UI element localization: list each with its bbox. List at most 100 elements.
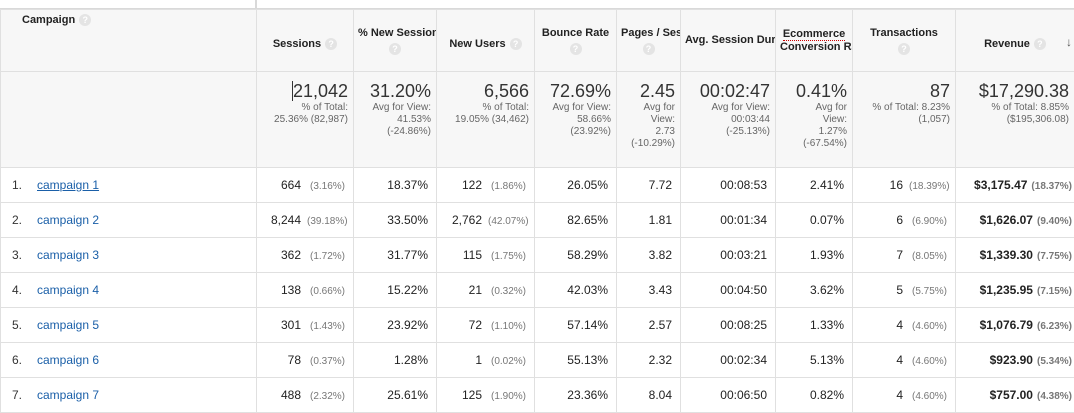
- table-row[interactable]: 6. campaign 6 78 (0.37%) 1.28% 1 (0.02%) 55…: [0, 342, 1074, 378]
- new-users-pct: (42.07%): [488, 216, 529, 227]
- new-users-pct: (1.10%): [490, 321, 526, 332]
- campaign-cell: 7. campaign 7: [0, 377, 257, 413]
- totals-revenue: $17,290.38 % of Total: 8.85% ($195,306.0…: [955, 71, 1074, 168]
- trans-pct: (5.75%): [911, 286, 947, 297]
- duration-value: 00:08:53: [720, 178, 767, 192]
- help-icon[interactable]: ?: [1033, 38, 1046, 51]
- revenue-cell: $1,626.07 (9.40%): [955, 202, 1074, 238]
- row-number: 7.: [12, 388, 23, 402]
- duration-cell: 00:02:34: [680, 342, 776, 378]
- pages-value: 7.72: [648, 178, 672, 192]
- help-icon[interactable]: ?: [642, 42, 655, 55]
- table-row[interactable]: 4. campaign 4 138 (0.66%) 15.22% 21 (0.32%)…: [0, 272, 1074, 308]
- table-row[interactable]: 2. campaign 2 8,244 (39.18%) 33.50% 2,762 (…: [0, 202, 1074, 238]
- new-users-cell: 122 (1.86%): [436, 167, 535, 203]
- col-header-ecom-conv-label-b: Conversion Rate: [780, 40, 852, 53]
- sort-desc-icon[interactable]: ↓: [1066, 35, 1072, 49]
- campaign-cell: 4. campaign 4: [0, 272, 257, 308]
- col-header-sessions[interactable]: Sessions?: [256, 9, 354, 72]
- revenue-cell: $923.90 (5.34%): [955, 342, 1074, 378]
- help-icon[interactable]: ?: [389, 42, 401, 55]
- col-header-transactions[interactable]: Transactions?: [852, 9, 956, 72]
- col-header-new-users-label: New Users: [449, 38, 506, 50]
- help-icon[interactable]: ?: [79, 14, 92, 27]
- trans-pct: (8.05%): [911, 251, 947, 262]
- col-header-new-users[interactable]: New Users?: [436, 9, 535, 72]
- totals-conv-value: 0.41%: [795, 81, 847, 101]
- revenue-value: $1,626.07: [979, 213, 1033, 227]
- totals-sessions: 21,042 % of Total: 25.36% (82,987): [256, 71, 354, 168]
- conv-value: 3.62%: [809, 283, 844, 297]
- conv-value: 1.33%: [809, 318, 844, 332]
- new-sessions-value: 18.37%: [387, 178, 428, 192]
- revenue-value: $1,076.79: [979, 318, 1033, 332]
- trans-cell: 4 (4.60%): [852, 377, 956, 413]
- help-icon[interactable]: ?: [569, 42, 582, 55]
- totals-bounce-value: 72.69%: [549, 81, 611, 101]
- bounce-value: 26.05%: [567, 178, 608, 192]
- new-users-cell: 2,762 (42.07%): [436, 202, 535, 238]
- pages-cell: 3.82: [616, 237, 681, 273]
- table-row[interactable]: 1. campaign 1 664 (3.16%) 18.37% 122 (1.86%…: [0, 167, 1074, 203]
- totals-new-sessions-l1: Avg for View:: [372, 102, 431, 113]
- totals-new-users-value: 6,566: [483, 81, 529, 101]
- col-header-ecom-conv[interactable]: Ecommerce Conversion Rate?: [775, 9, 853, 72]
- totals-bounce-l2: 58.66%: [577, 114, 611, 125]
- duration-value: 00:08:25: [720, 318, 767, 332]
- totals-pages-l1: Avg for: [643, 102, 676, 113]
- top-edge-seg: [0, 0, 256, 9]
- trans-cell: 16 (18.39%): [852, 167, 956, 203]
- totals-new-users: 6,566 % of Total: 19.05% (34,462): [436, 71, 535, 168]
- help-icon[interactable]: ?: [898, 42, 910, 55]
- new-sessions-cell: 33.50%: [353, 202, 437, 238]
- col-header-avg-duration[interactable]: Avg. Session Duration?: [680, 9, 776, 72]
- campaign-link[interactable]: campaign 3: [37, 248, 100, 262]
- col-header-pages-session[interactable]: Pages / Session?: [616, 9, 681, 72]
- table-row[interactable]: 5. campaign 5 301 (1.43%) 23.92% 72 (1.10%)…: [0, 307, 1074, 343]
- totals-sessions-number: 21,042: [292, 81, 348, 101]
- pages-cell: 7.72: [616, 167, 681, 203]
- help-icon[interactable]: ?: [325, 38, 338, 51]
- help-icon[interactable]: ?: [509, 38, 522, 51]
- table-row[interactable]: 3. campaign 3 362 (1.72%) 31.77% 115 (1.75%…: [0, 237, 1074, 273]
- campaign-link[interactable]: campaign 5: [37, 318, 100, 332]
- trans-cell: 6 (6.90%): [852, 202, 956, 238]
- campaign-link[interactable]: campaign 4: [37, 283, 100, 297]
- trans-value: 5: [896, 283, 903, 297]
- trans-cell: 4 (4.60%): [852, 307, 956, 343]
- campaign-link[interactable]: campaign 7: [37, 388, 100, 402]
- col-header-campaign[interactable]: Campaign?: [0, 9, 257, 72]
- totals-new-sessions-l2: 41.53%: [397, 114, 431, 125]
- campaign-link[interactable]: campaign 1: [37, 178, 100, 192]
- campaign-link[interactable]: campaign 6: [37, 353, 100, 367]
- trans-pct: (6.90%): [911, 216, 947, 227]
- table-row[interactable]: 7. campaign 7 488 (2.32%) 25.61% 125 (1.90%…: [0, 377, 1074, 413]
- revenue-value: $757.00: [989, 388, 1033, 402]
- col-header-new-sessions[interactable]: % New Sessions?: [353, 9, 437, 72]
- new-sessions-value: 33.50%: [387, 213, 428, 227]
- new-sessions-value: 31.77%: [387, 248, 428, 262]
- duration-value: 00:01:34: [720, 213, 767, 227]
- sessions-cell: 488 (2.32%): [256, 377, 354, 413]
- new-users-value: 21: [468, 283, 482, 297]
- campaign-link[interactable]: campaign 2: [37, 213, 100, 227]
- new-users-value: 115: [462, 248, 482, 262]
- sessions-value: 8,244: [270, 213, 301, 227]
- duration-cell: 00:06:50: [680, 377, 776, 413]
- totals-pages-l2: View:: [650, 114, 675, 125]
- bounce-value: 57.14%: [567, 318, 608, 332]
- sessions-pct: (1.72%): [309, 251, 345, 262]
- new-sessions-value: 1.28%: [393, 353, 428, 367]
- revenue-cell: $1,235.95 (7.15%): [955, 272, 1074, 308]
- new-users-pct: (0.32%): [490, 286, 526, 297]
- col-header-bounce-rate[interactable]: Bounce Rate?: [534, 9, 617, 72]
- trans-value: 4: [896, 353, 903, 367]
- revenue-pct: (9.40%): [1036, 216, 1072, 227]
- conv-value: 1.93%: [809, 248, 844, 262]
- col-header-revenue[interactable]: Revenue? ↓: [955, 9, 1074, 72]
- duration-value: 00:04:50: [720, 283, 767, 297]
- trans-pct: (4.60%): [911, 391, 947, 402]
- totals-bounce-l3: (23.92%): [570, 126, 611, 137]
- revenue-cell: $1,076.79 (6.23%): [955, 307, 1074, 343]
- duration-cell: 00:03:21: [680, 237, 776, 273]
